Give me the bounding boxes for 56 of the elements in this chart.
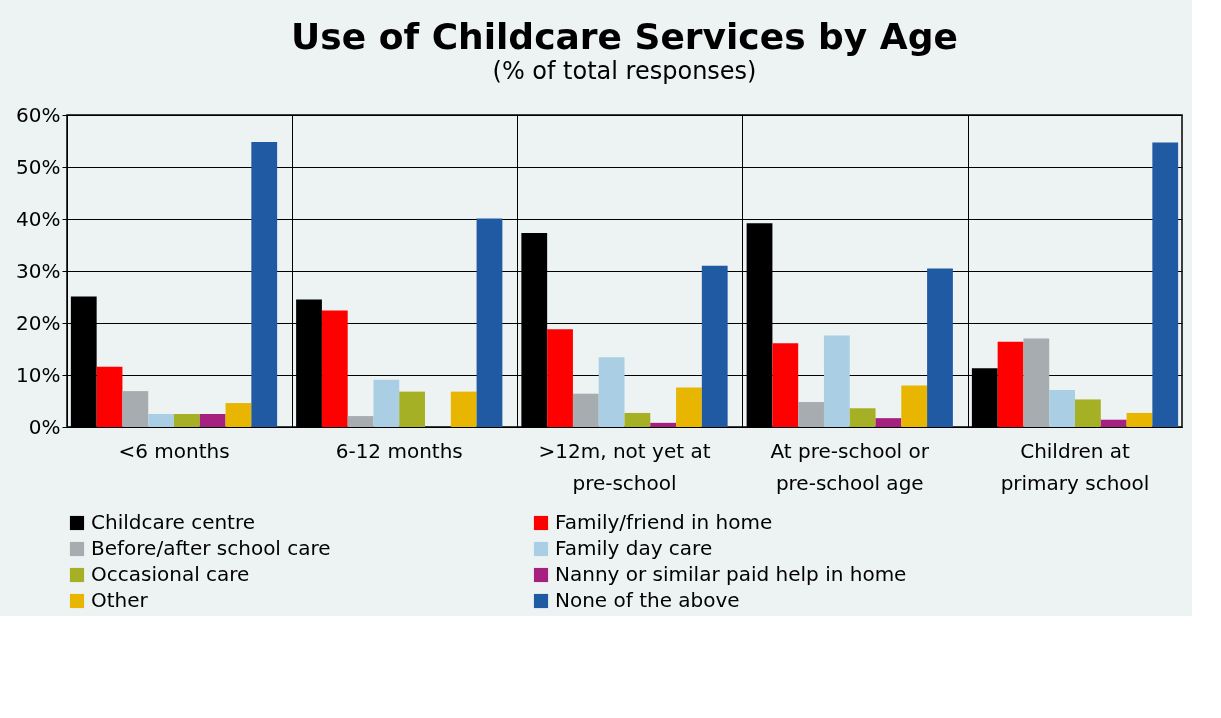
x-tick-label: >12m, not yet at pre-school (538, 438, 711, 495)
x-tick-label: At pre-school or pre-school age (770, 438, 930, 495)
y-tick-label: 40% (16, 206, 61, 231)
bar (450, 391, 477, 427)
legend-label: Nanny or similar paid help in home (555, 562, 907, 586)
legend-label: None of the above (555, 588, 740, 612)
y-tick-label: 30% (16, 258, 61, 283)
bar (1152, 142, 1179, 427)
x-tick-label: <6 months (118, 438, 230, 463)
bar (547, 329, 573, 427)
bar (373, 379, 400, 427)
bar (772, 343, 799, 427)
x-tick-label: Children at primary school (1000, 438, 1150, 495)
legend-label: Before/after school care (91, 536, 331, 560)
bar (823, 335, 850, 427)
y-tick-label: 50% (16, 154, 61, 179)
bar (849, 408, 876, 427)
legend-label: Occasional care (91, 562, 250, 586)
bar (321, 310, 348, 427)
bar (875, 418, 902, 427)
legend-label: Other (91, 588, 149, 612)
bar (598, 357, 625, 427)
x-tick-label: 6-12 months (335, 438, 463, 463)
bar (927, 268, 953, 427)
bar (199, 414, 226, 427)
bar (1023, 338, 1050, 427)
y-tick-label: 20% (16, 310, 61, 335)
legend-label: Childcare centre (91, 510, 256, 534)
legend-label: Family/friend in home (555, 510, 773, 534)
bar (96, 366, 123, 427)
bar (1049, 390, 1076, 427)
bar (476, 218, 503, 427)
bar (650, 422, 677, 427)
bar (676, 387, 702, 427)
bar (901, 385, 928, 427)
bar (122, 391, 149, 427)
bar (148, 414, 174, 427)
bar (225, 403, 252, 427)
y-tick-label: 10% (16, 362, 61, 387)
bar (701, 265, 728, 427)
bar (1100, 419, 1127, 427)
legend-label: Family day care (555, 536, 713, 560)
bar (251, 142, 278, 427)
y-tick-label: 0% (28, 414, 61, 439)
bar (399, 391, 426, 427)
chart-subtitle: (% of total responses) (492, 57, 757, 85)
bar (572, 393, 599, 427)
bar (1075, 399, 1101, 427)
bar (173, 414, 200, 427)
bar (1126, 412, 1153, 427)
bar (997, 341, 1024, 427)
bar (798, 402, 824, 427)
chart-title: Use of Childcare Services by Age (291, 16, 958, 57)
y-tick-label: 60% (16, 102, 61, 127)
bar (347, 416, 374, 427)
bar (624, 412, 651, 427)
